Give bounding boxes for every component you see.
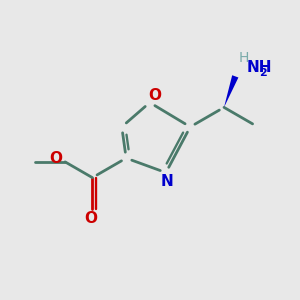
Text: O: O <box>50 151 63 166</box>
Text: N: N <box>161 173 174 188</box>
Text: O: O <box>148 88 162 104</box>
Text: 2: 2 <box>259 68 267 78</box>
Text: NH: NH <box>247 61 272 76</box>
Polygon shape <box>224 75 238 107</box>
Text: H: H <box>238 51 249 65</box>
Text: O: O <box>84 211 98 226</box>
